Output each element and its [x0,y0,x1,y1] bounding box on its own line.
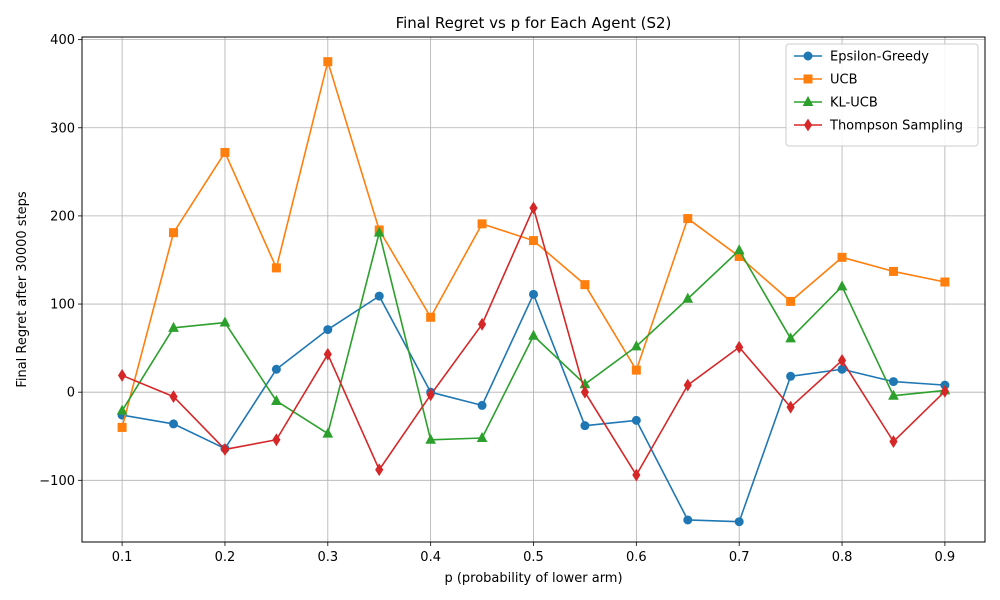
thompson-sampling-data-point [272,433,281,447]
x-tick-label: 0.8 [832,550,853,565]
thompson-sampling-data-point [375,463,384,477]
epsilon-greedy-data-point [529,289,538,299]
thompson-sampling-data-point [580,385,590,399]
legend-label: KL-UCB [830,96,878,111]
thompson-sampling-data-point [477,317,487,331]
legend-label: Epsilon-Greedy [830,50,929,65]
epsilon-greedy-data-point [786,371,796,381]
x-tick-label: 0.4 [420,550,441,565]
legend-item-epsilon-greedy: Epsilon-Greedy [794,50,929,65]
thompson-sampling-data-point [323,347,332,361]
epsilon-greedy-data-point [631,415,641,425]
ucb-data-point [169,228,179,238]
y-tick-label: 0 [67,386,75,401]
y-tick-label: 100 [50,298,75,313]
kl-ucb-data-point [836,280,848,291]
chart-title: Final Regret vs p for Each Agent (S2) [396,14,672,32]
x-axis-label: p (probability of lower arm) [444,571,622,586]
kl-ucb-data-point [785,332,796,343]
thompson-sampling-data-point [683,378,692,392]
y-axis-label: Final Regret after 30000 steps [15,191,30,388]
ucb-data-point [529,236,538,246]
x-tick-label: 0.9 [935,550,956,565]
epsilon-greedy-data-point [580,421,590,431]
thompson-sampling-data-point [837,354,847,367]
legend-box [785,43,979,147]
series-kl-ucb [116,226,951,444]
epsilon-greedy-data-point [734,517,744,527]
legend-data-point [803,74,813,84]
y-tick-label: 300 [50,121,75,136]
ucb-data-point [117,422,127,432]
y-tick-label: −100 [39,474,75,489]
legend: Epsilon-Greedy UCB KL-UCB Thompson Sampling [785,43,979,147]
ucb-data-point [631,365,641,375]
x-tick-label: 0.3 [317,550,338,565]
kl-ucb-data-point [322,427,334,438]
legend-data-point [802,95,814,106]
epsilon-greedy-data-point [169,419,179,429]
ucb-data-point [271,263,281,273]
epsilon-greedy-data-point [374,291,384,301]
ucb-data-point [323,57,333,67]
kl-ucb-data-point [733,244,745,255]
kl-ucb-data-point [631,340,642,351]
x-tick-label: 0.1 [112,550,133,565]
series-ucb [117,57,950,432]
epsilon-greedy-data-point [683,515,693,525]
epsilon-greedy-data-point [477,400,487,410]
x-tick-label: 0.2 [215,550,236,565]
thompson-sampling-data-point [529,201,538,215]
thompson-sampling-data-point [632,468,641,482]
legend-item-kl-ucb: KL-UCB [794,96,878,111]
ucb-data-point [220,147,230,157]
series-thompson-sampling [118,201,949,482]
kl-ucb-data-point [271,394,282,405]
thompson-sampling-data-point [786,400,795,414]
kl-ucb-data-point [528,329,539,340]
ticks: 0.1 0.2 0.3 0.4 0.5 0.6 0.7 0.8 0.9 −100 0 100 200 30… [39,33,955,565]
ucb-data-point [888,266,898,276]
legend-item-thompson-sampling: Thompson Sampling [794,119,963,134]
epsilon-greedy-data-point [888,377,898,387]
thompson-sampling-data-point [220,443,230,456]
legend-label: Thompson Sampling [829,119,963,134]
series-layer [116,57,951,527]
ucb-data-point [683,214,693,224]
legend-data-point [803,118,813,132]
legend-item-ucb: UCB [794,73,858,88]
x-tick-label: 0.7 [729,550,750,565]
kl-ucb-data-point [219,316,231,327]
ucb-data-point [426,312,436,322]
kl-ucb-data-point [476,431,488,443]
ucb-data-point [477,219,487,229]
x-tick-label: 0.6 [626,550,647,565]
ucb-data-point [940,277,950,287]
thompson-sampling-data-point [889,435,898,448]
legend-data-point [803,51,813,61]
epsilon-greedy-data-point [271,364,281,374]
y-tick-label: 200 [50,209,75,224]
thompson-sampling-data-point [118,368,127,382]
kl-ucb-data-point [168,321,179,332]
thompson-sampling-data-point [940,384,949,398]
kl-ucb-data-point [425,433,436,444]
epsilon-greedy-data-point [323,325,333,335]
legend-label: UCB [830,73,858,88]
kl-ucb-data-point [682,292,694,303]
kl-ucb-data-point [116,404,128,415]
kl-ucb-data-point [373,226,385,237]
thompson-sampling-data-point [735,340,744,354]
ucb-data-point [837,252,847,262]
x-tick-label: 0.5 [523,550,544,565]
ucb-data-point [580,280,590,290]
y-tick-label: 400 [50,33,75,48]
ucb-data-point [786,296,796,306]
thompson-sampling-data-point [426,388,435,402]
kl-ucb-data-point [888,389,899,400]
thompson-sampling-data-point [169,390,178,404]
